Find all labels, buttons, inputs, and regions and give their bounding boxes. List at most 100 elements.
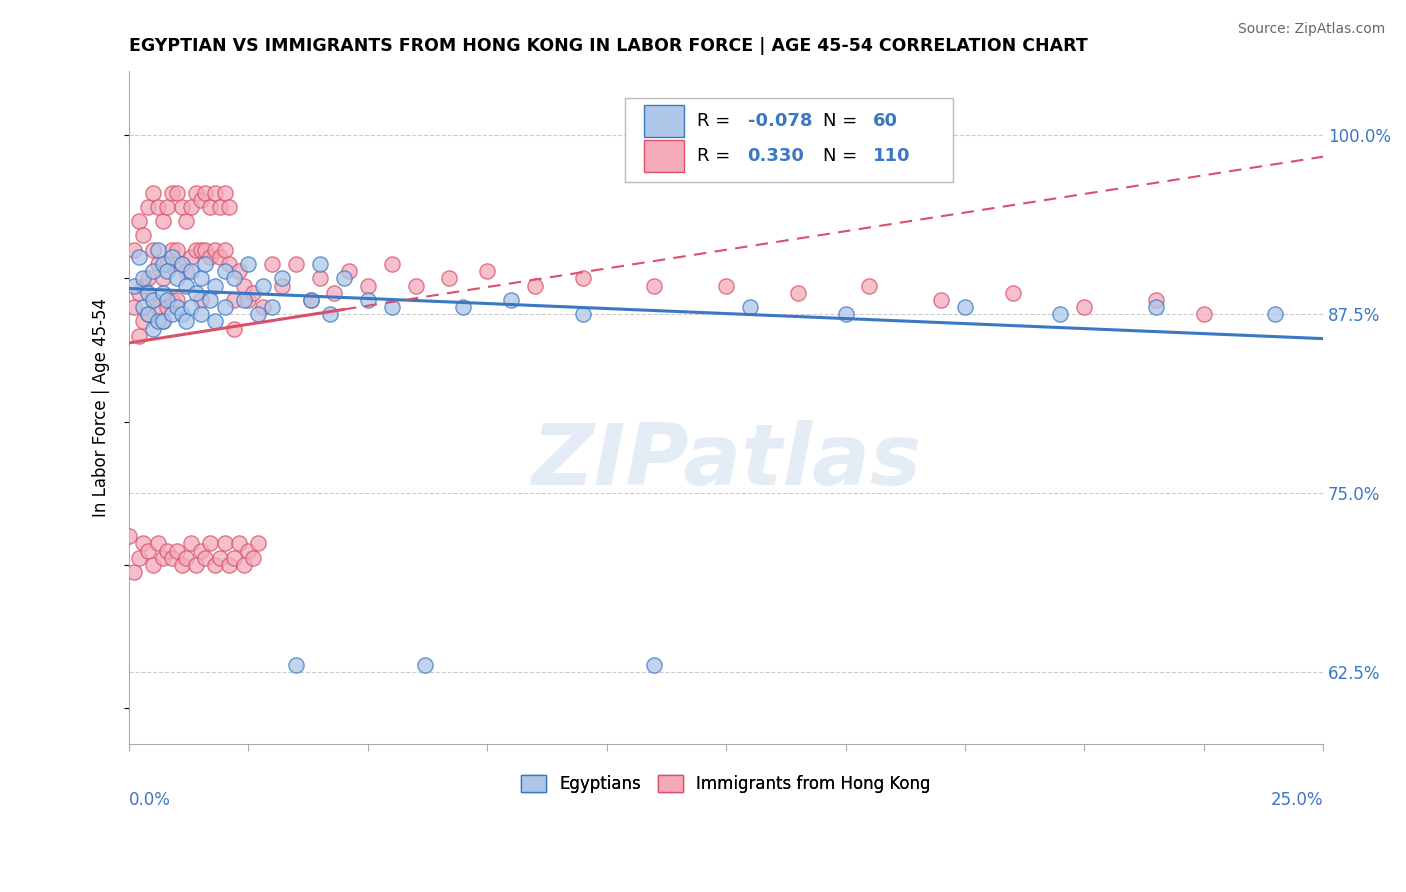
Point: [453, 300, 475, 314]
Point: [357, 278, 380, 293]
Point: [224, 550, 246, 565]
Text: R =: R =: [697, 147, 737, 165]
Point: [142, 321, 165, 335]
Point: [118, 529, 141, 543]
Point: [184, 558, 207, 572]
Point: [285, 257, 308, 271]
Point: [208, 250, 231, 264]
Point: [405, 278, 427, 293]
Point: [232, 558, 254, 572]
Point: [152, 271, 174, 285]
Legend: Egyptians, Immigrants from Hong Kong: Egyptians, Immigrants from Hong Kong: [515, 768, 938, 799]
Point: [299, 293, 322, 307]
Point: [128, 328, 150, 343]
Point: [152, 314, 174, 328]
Point: [357, 293, 380, 307]
Point: [170, 558, 193, 572]
Point: [204, 243, 226, 257]
Point: [156, 293, 179, 307]
Point: [1144, 300, 1167, 314]
Point: [381, 300, 404, 314]
Point: [152, 314, 174, 328]
Point: [228, 536, 250, 550]
Point: [166, 300, 188, 314]
Point: [142, 243, 165, 257]
Point: [929, 293, 952, 307]
Point: [643, 658, 665, 673]
Point: [247, 536, 270, 550]
Point: [337, 264, 360, 278]
Point: [184, 285, 207, 300]
Point: [156, 264, 179, 278]
Point: [323, 285, 346, 300]
Point: [156, 200, 179, 214]
Point: [128, 285, 150, 300]
Point: [200, 293, 222, 307]
Point: [228, 264, 250, 278]
Point: [477, 264, 499, 278]
Point: [218, 558, 240, 572]
Point: [381, 257, 404, 271]
Point: [208, 200, 231, 214]
Point: [166, 271, 188, 285]
Point: [176, 214, 198, 228]
Point: [208, 550, 231, 565]
Point: [333, 271, 356, 285]
Point: [190, 543, 212, 558]
Point: [142, 293, 165, 307]
Point: [156, 300, 179, 314]
Point: [247, 307, 270, 321]
Point: [194, 257, 217, 271]
Point: [160, 250, 183, 264]
Point: [224, 271, 246, 285]
Text: 110: 110: [873, 147, 911, 165]
Point: [122, 300, 145, 314]
Point: [190, 307, 212, 321]
Point: [166, 293, 188, 307]
FancyBboxPatch shape: [644, 105, 685, 137]
Point: [160, 186, 183, 200]
Y-axis label: In Labor Force | Age 45-54: In Labor Force | Age 45-54: [93, 298, 110, 516]
FancyBboxPatch shape: [644, 140, 685, 172]
Point: [166, 186, 188, 200]
Point: [152, 285, 174, 300]
Point: [214, 186, 236, 200]
Point: [238, 543, 260, 558]
Text: EGYPTIAN VS IMMIGRANTS FROM HONG KONG IN LABOR FORCE | AGE 45-54 CORRELATION CHA: EGYPTIAN VS IMMIGRANTS FROM HONG KONG IN…: [129, 37, 1088, 55]
Point: [152, 257, 174, 271]
Point: [128, 550, 150, 565]
Point: [160, 550, 183, 565]
Point: [437, 271, 460, 285]
Point: [524, 278, 547, 293]
Point: [572, 307, 595, 321]
Point: [132, 300, 155, 314]
Point: [146, 243, 169, 257]
Point: [190, 293, 212, 307]
Point: [413, 658, 436, 673]
Text: 25.0%: 25.0%: [1271, 791, 1323, 809]
Point: [190, 193, 212, 207]
Point: [271, 271, 294, 285]
Point: [262, 300, 284, 314]
Point: [643, 278, 665, 293]
Point: [271, 278, 294, 293]
Point: [200, 200, 222, 214]
Point: [1049, 307, 1071, 321]
Point: [858, 278, 880, 293]
Point: [214, 264, 236, 278]
Point: [142, 558, 165, 572]
Point: [238, 257, 260, 271]
Point: [136, 271, 159, 285]
Point: [156, 257, 179, 271]
Point: [953, 300, 976, 314]
Point: [218, 257, 240, 271]
Point: [262, 257, 284, 271]
Point: [214, 536, 236, 550]
Point: [176, 314, 198, 328]
Point: [1144, 293, 1167, 307]
Point: [170, 307, 193, 321]
Point: [132, 314, 155, 328]
Point: [142, 186, 165, 200]
Point: [204, 314, 226, 328]
Text: 0.0%: 0.0%: [129, 791, 172, 809]
